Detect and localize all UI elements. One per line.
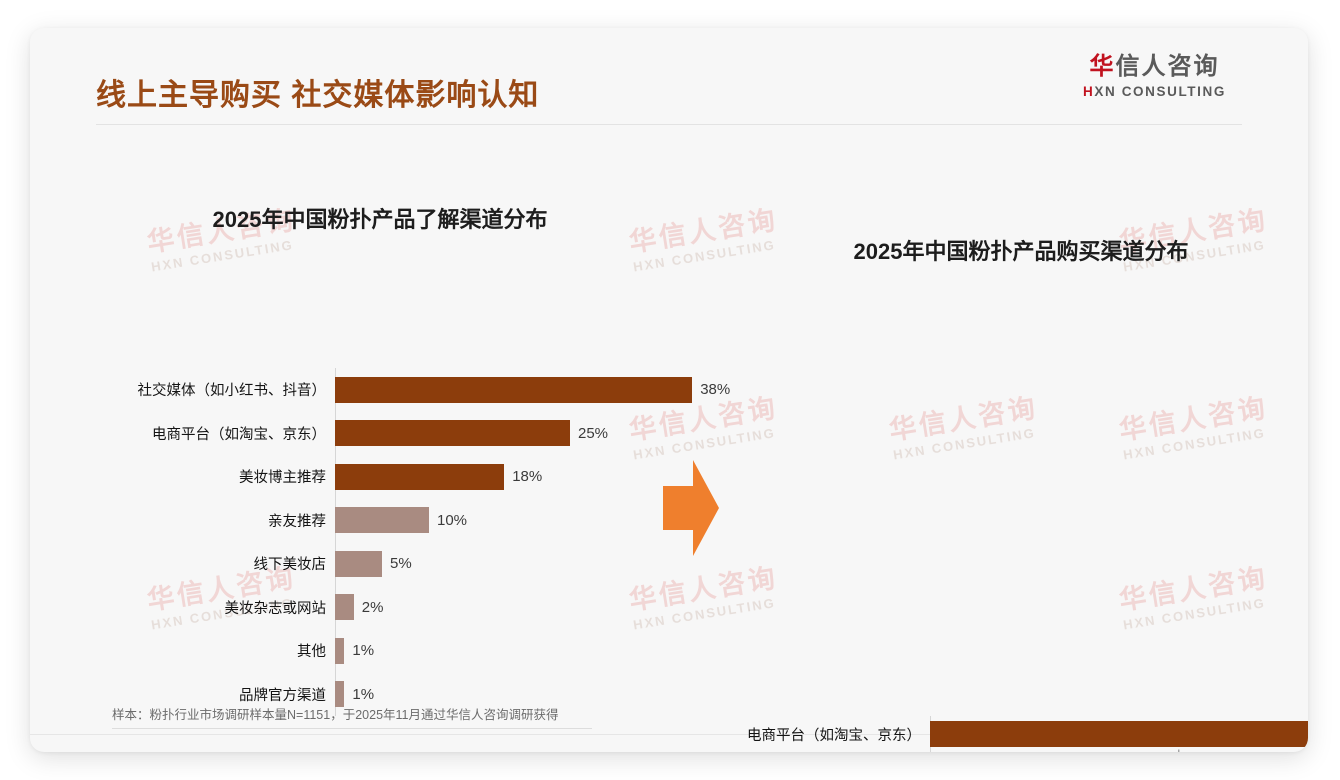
- watermark: 华信人咨询 HXN CONSULTING: [887, 392, 1042, 463]
- chart-category-label: 亲友推荐: [268, 513, 326, 530]
- chart-bar-wrap: 2%: [335, 594, 690, 621]
- flow-arrow-right-icon: [663, 460, 719, 556]
- chart-axis-line: [335, 368, 336, 716]
- logo-en-red-char: H: [1083, 84, 1095, 100]
- chart-purchase-channels: 电商平台（如淘宝、京东）50%社交媒体电商（如抖音小店、…18%线下美妆店（如屈…: [695, 716, 1308, 752]
- chart-category-label: 社交媒体（如小红书、抖音）: [137, 383, 327, 400]
- watermark: 华信人咨询 HXN CONSULTING: [1117, 392, 1272, 463]
- watermark-english: HXN CONSULTING: [150, 237, 295, 275]
- logo-en-rest: XN CONSULTING: [1094, 84, 1226, 100]
- logo-chinese-text: 华信人咨询: [1067, 53, 1242, 80]
- chart-value-label: 10%: [437, 511, 468, 529]
- logo-english-text: HXN CONSULTING: [1067, 84, 1242, 99]
- chart-bar: [335, 507, 429, 534]
- watermark: 华信人咨询 HXN CONSULTING: [1117, 562, 1272, 633]
- source-divider: [112, 728, 592, 729]
- source-note: 样本：粉扑行业市场调研样本量N=1151，于2025年11月通过华信人咨询调研获…: [112, 708, 559, 722]
- chart-value-label: 2%: [361, 598, 384, 616]
- chart-category-label: 其他: [297, 644, 326, 661]
- chart-category-label: 电商平台（如淘宝、京东）: [152, 426, 326, 443]
- watermark-english: HXN CONSULTING: [1122, 425, 1267, 463]
- chart-value-label: 38%: [700, 381, 731, 399]
- chart-bar-wrap: 10%: [335, 507, 690, 534]
- chart-bar: [335, 681, 345, 708]
- chart-category-label: 品牌官方渠道: [239, 687, 326, 704]
- chart-row: 美妆杂志或网站 2%: [70, 586, 690, 630]
- chart-bar-wrap: 50%: [930, 721, 1308, 748]
- chart-bar-wrap: 25%: [335, 420, 690, 447]
- chart-bar: [335, 637, 345, 664]
- header-divider: [96, 124, 1242, 125]
- chart-row: 亲友推荐 10%: [70, 499, 690, 543]
- chart-value-label: 5%: [390, 555, 412, 573]
- chart-bar-wrap: 38%: [335, 376, 731, 403]
- logo-cn-red-char: 华: [1089, 53, 1116, 80]
- watermark-chinese: 华信人咨询: [887, 392, 1040, 446]
- chart-title-awareness: 2025年中国粉扑产品了解渠道分布: [212, 207, 548, 232]
- chart-awareness-channels: 社交媒体（如小红书、抖音） 38% 电商平台（如淘宝、京东） 25% 美妆博主推荐 18%…: [70, 368, 730, 717]
- chart-bar: [335, 594, 354, 621]
- chart-bar: [335, 550, 382, 577]
- chart-value-label: 25%: [578, 424, 609, 442]
- chart-bar-wrap: 5%: [335, 550, 690, 577]
- watermark-english: HXN CONSULTING: [892, 425, 1037, 463]
- watermark-chinese: 华信人咨询: [1117, 392, 1270, 446]
- chart-rows: 电商平台（如淘宝、京东）50%社交媒体电商（如抖音小店、…18%线下美妆店（如屈…: [695, 716, 1308, 752]
- company-logo: 华信人咨询 HXN CONSULTING: [1067, 53, 1242, 99]
- watermark-english: HXN CONSULTING: [1122, 595, 1267, 633]
- chart-category-label: 线下美妆店: [253, 557, 327, 574]
- chart-bar-wrap: 1%: [335, 681, 690, 708]
- chart-rows: 社交媒体（如小红书、抖音） 38% 电商平台（如淘宝、京东） 25% 美妆博主推荐 18%…: [70, 368, 730, 717]
- chart-value-label: 1%: [352, 642, 375, 660]
- watermark-english: HXN CONSULTING: [632, 237, 777, 275]
- watermark-chinese: 华信人咨询: [627, 204, 780, 258]
- chart-bar-wrap: 18%: [335, 463, 690, 490]
- page-title: 线上主导购买 社交媒体影响认知: [96, 79, 540, 112]
- chart-row: 其他 1%: [70, 629, 690, 673]
- chart-row: 电商平台（如淘宝、京东） 25%: [70, 412, 690, 456]
- website-url: www.hxrcon.com: [1148, 748, 1242, 752]
- chart-value-label: 1%: [352, 685, 375, 703]
- chart-row: 线下美妆店 5%: [70, 542, 690, 586]
- chart-bar: [930, 721, 1308, 748]
- chart-row: 美妆博主推荐 18%: [70, 455, 690, 499]
- logo-cn-rest: 信人咨询: [1115, 53, 1220, 80]
- chart-row: 品牌官方渠道 1%: [70, 673, 690, 717]
- chart-row: 电商平台（如淘宝、京东） 50%: [695, 716, 1308, 752]
- chart-value-label: 18%: [512, 468, 543, 486]
- chart-row: 社交媒体（如小红书、抖音） 38%: [70, 368, 730, 412]
- watermark: 华信人咨询 HXN CONSULTING: [627, 204, 782, 275]
- slide-canvas: 华信人咨询 HXN CONSULTING 华信人咨询 HXN CONSULTING 华信…: [30, 28, 1308, 752]
- slide-header: 线上主导购买 社交媒体影响认知 华信人咨询 HXN CONSULTING: [30, 28, 1308, 126]
- chart-category-label: 美妆杂志或网站: [224, 600, 327, 617]
- chart-bar: [335, 463, 505, 490]
- watermark-chinese: 华信人咨询: [1117, 562, 1270, 616]
- chart-bar-wrap: 1%: [335, 637, 690, 664]
- copyright-text: ©2026.1 HXR华信人咨询: [96, 748, 236, 752]
- chart-category-label: 美妆博主推荐: [239, 470, 326, 487]
- chart-title-purchase: 2025年中国粉扑产品购买渠道分布: [853, 239, 1189, 264]
- chart-category-label: 电商平台（如淘宝、京东）: [747, 727, 921, 744]
- footer-divider: [30, 734, 1308, 735]
- chart-bar: [335, 420, 570, 447]
- chart-bar: [335, 376, 693, 403]
